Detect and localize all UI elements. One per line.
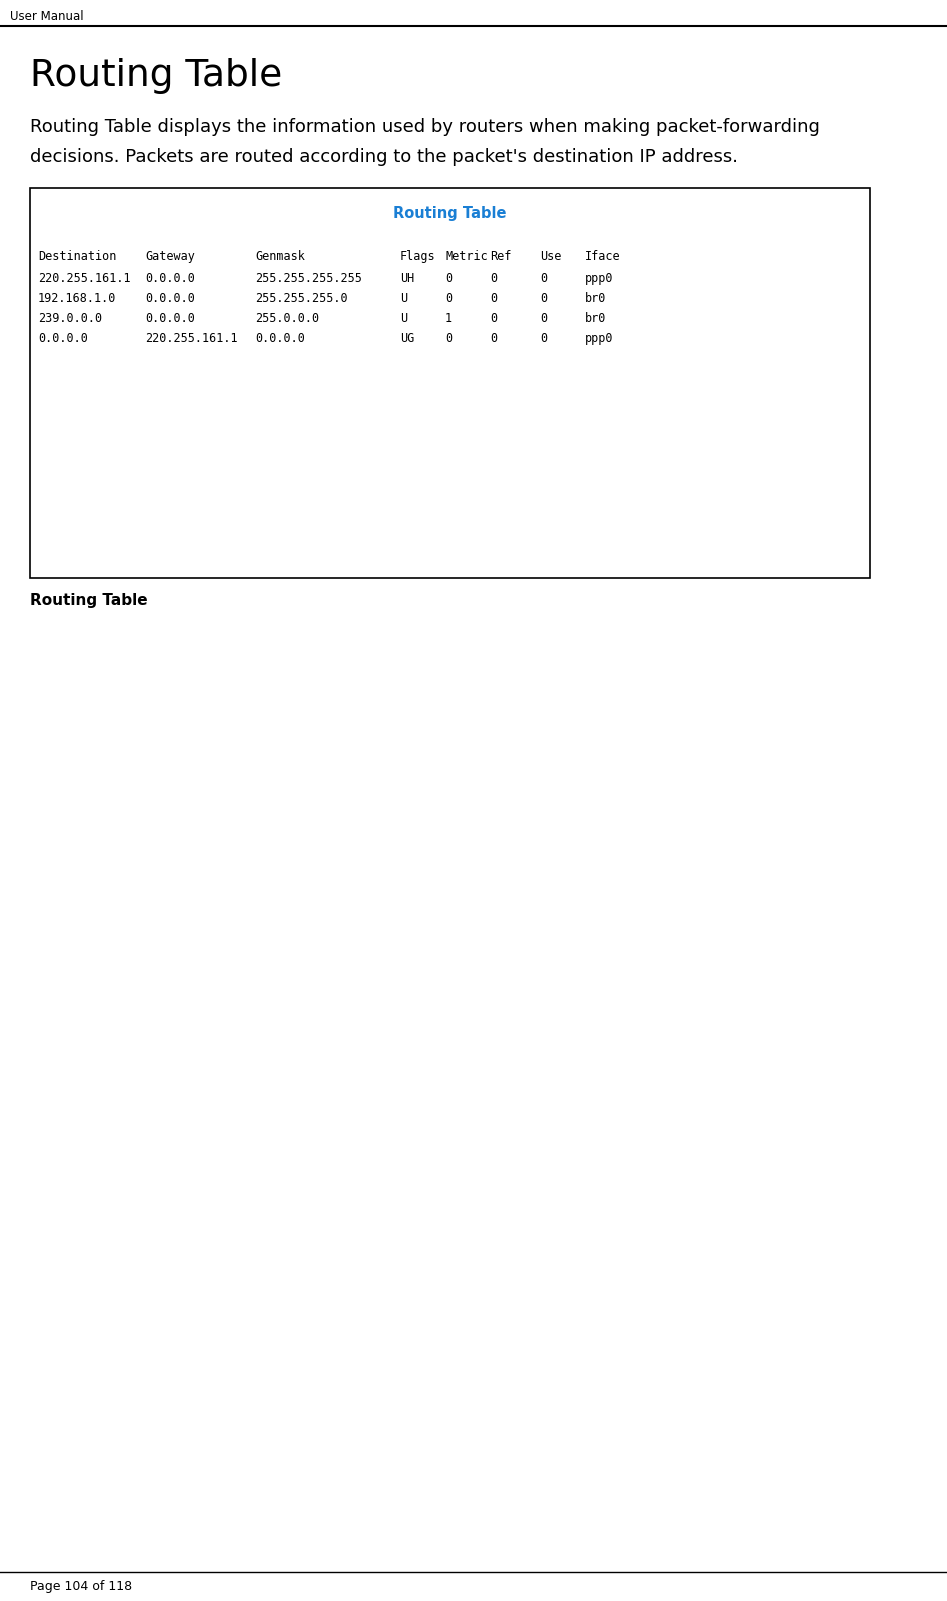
- Text: 239.0.0.0: 239.0.0.0: [38, 312, 102, 325]
- Text: 255.255.255.255: 255.255.255.255: [255, 272, 362, 285]
- Text: 0: 0: [445, 331, 452, 344]
- Text: 0: 0: [540, 291, 547, 306]
- Text: User Manual: User Manual: [10, 10, 83, 22]
- Text: U: U: [400, 312, 407, 325]
- Text: 255.0.0.0: 255.0.0.0: [255, 312, 319, 325]
- Text: Routing Table: Routing Table: [30, 58, 282, 94]
- Text: Genmask: Genmask: [255, 250, 305, 263]
- Bar: [30, 187, 870, 578]
- Text: 0: 0: [540, 272, 547, 285]
- Text: 192.168.1.0: 192.168.1.0: [38, 291, 116, 306]
- Text: Routing Table displays the information used by routers when making packet-forwar: Routing Table displays the information u…: [30, 118, 820, 136]
- Text: 0.0.0.0: 0.0.0.0: [145, 272, 195, 285]
- Text: 0: 0: [490, 331, 497, 344]
- Text: 0: 0: [540, 331, 547, 344]
- Text: 0: 0: [490, 291, 497, 306]
- Text: UH: UH: [400, 272, 414, 285]
- Text: 1: 1: [445, 312, 452, 325]
- Text: Gateway: Gateway: [145, 250, 195, 263]
- Text: Flags: Flags: [400, 250, 436, 263]
- Text: Ref: Ref: [490, 250, 511, 263]
- Text: Page 104 of 118: Page 104 of 118: [30, 1580, 133, 1593]
- Text: 0.0.0.0: 0.0.0.0: [38, 331, 88, 344]
- Text: Metric: Metric: [445, 250, 488, 263]
- Text: ppp0: ppp0: [585, 272, 614, 285]
- Text: 0.0.0.0: 0.0.0.0: [255, 331, 305, 344]
- Text: br0: br0: [585, 291, 606, 306]
- Text: 255.255.255.0: 255.255.255.0: [255, 291, 348, 306]
- Text: Iface: Iface: [585, 250, 620, 263]
- Text: 0.0.0.0: 0.0.0.0: [145, 312, 195, 325]
- Text: Routing Table: Routing Table: [393, 207, 507, 221]
- Text: Destination: Destination: [38, 250, 116, 263]
- Text: Routing Table: Routing Table: [30, 592, 148, 608]
- Text: ppp0: ppp0: [585, 331, 614, 344]
- Text: br0: br0: [585, 312, 606, 325]
- Text: U: U: [400, 291, 407, 306]
- Text: 220.255.161.1: 220.255.161.1: [145, 331, 238, 344]
- Text: Use: Use: [540, 250, 562, 263]
- Text: 0: 0: [445, 272, 452, 285]
- Text: decisions. Packets are routed according to the packet's destination IP address.: decisions. Packets are routed according …: [30, 147, 738, 167]
- Text: 0: 0: [490, 272, 497, 285]
- Text: 0: 0: [490, 312, 497, 325]
- Text: UG: UG: [400, 331, 414, 344]
- Text: 0: 0: [540, 312, 547, 325]
- Text: 0.0.0.0: 0.0.0.0: [145, 291, 195, 306]
- Text: 220.255.161.1: 220.255.161.1: [38, 272, 131, 285]
- Text: 0: 0: [445, 291, 452, 306]
